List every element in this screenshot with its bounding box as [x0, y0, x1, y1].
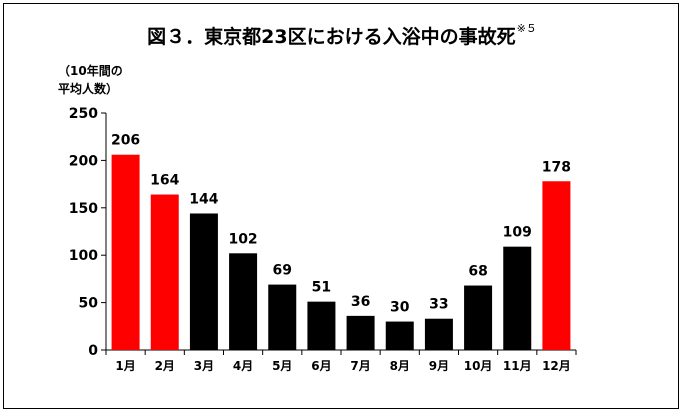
x-tick-label-7: 7月 — [350, 359, 370, 373]
x-tick-label-8: 8月 — [390, 359, 410, 373]
x-tick-label-3: 3月 — [194, 359, 214, 373]
bar-12 — [542, 181, 571, 350]
y-tick-label: 100 — [69, 248, 98, 264]
data-labels: 206 164 144 102 69 51 36 30 33 68 109 178 — [111, 133, 571, 316]
data-label-12: 178 — [542, 159, 571, 175]
bar-3 — [189, 213, 218, 350]
data-label-4: 102 — [228, 231, 257, 247]
data-label-5: 69 — [273, 263, 292, 279]
data-label-1: 206 — [111, 133, 140, 149]
x-tick-label-4: 4月 — [233, 359, 253, 373]
x-tick-label-10: 10月 — [464, 359, 493, 373]
data-label-8: 30 — [390, 300, 410, 316]
x-tick-label-9: 9月 — [429, 359, 449, 373]
chart-title: 図３．東京都23区における入浴中の事故死※５ — [0, 22, 684, 49]
y-axis-label-line1: （10年間の — [58, 64, 123, 78]
chart-title-note: ※５ — [516, 22, 537, 35]
axes: 0 50 100 150 200 250 1月 2月 3月 4月 5月 6月 7月 8月 9月 10月 11月 1… — [69, 106, 577, 373]
bar-2 — [150, 194, 179, 350]
bar-10 — [464, 285, 493, 350]
data-label-7: 36 — [351, 294, 370, 310]
y-tick-label: 250 — [69, 106, 98, 122]
y-tick-label: 200 — [69, 153, 98, 169]
x-tick-label-1: 1月 — [115, 359, 135, 373]
x-tick-label-5: 5月 — [272, 359, 292, 373]
bar-9 — [424, 318, 453, 350]
data-label-11: 109 — [503, 225, 532, 241]
data-label-3: 144 — [189, 191, 218, 207]
bar-6 — [307, 301, 336, 350]
data-label-10: 68 — [468, 264, 487, 280]
bar-7 — [346, 315, 375, 350]
bar-8 — [385, 321, 414, 350]
y-axis-label: （10年間の 平均人数） — [58, 62, 123, 98]
y-tick-label: 0 — [88, 343, 98, 359]
y-tick-label: 50 — [79, 296, 99, 312]
data-label-2: 164 — [150, 173, 179, 189]
y-tick-label: 150 — [69, 201, 98, 217]
bar-1 — [111, 154, 140, 350]
x-tick-label-12: 12月 — [542, 359, 571, 373]
y-axis-label-line2: 平均人数） — [58, 82, 119, 96]
x-tick-label-6: 6月 — [311, 359, 331, 373]
bar-11 — [503, 246, 532, 350]
chart-title-text: 図３．東京都23区における入浴中の事故死 — [147, 26, 516, 48]
bar-5 — [268, 284, 297, 350]
x-tick-label-11: 11月 — [503, 359, 532, 373]
data-label-6: 51 — [312, 280, 331, 296]
data-label-9: 33 — [429, 297, 448, 313]
x-tick-label-2: 2月 — [155, 359, 175, 373]
bar-4 — [229, 253, 258, 350]
bars — [111, 154, 571, 350]
